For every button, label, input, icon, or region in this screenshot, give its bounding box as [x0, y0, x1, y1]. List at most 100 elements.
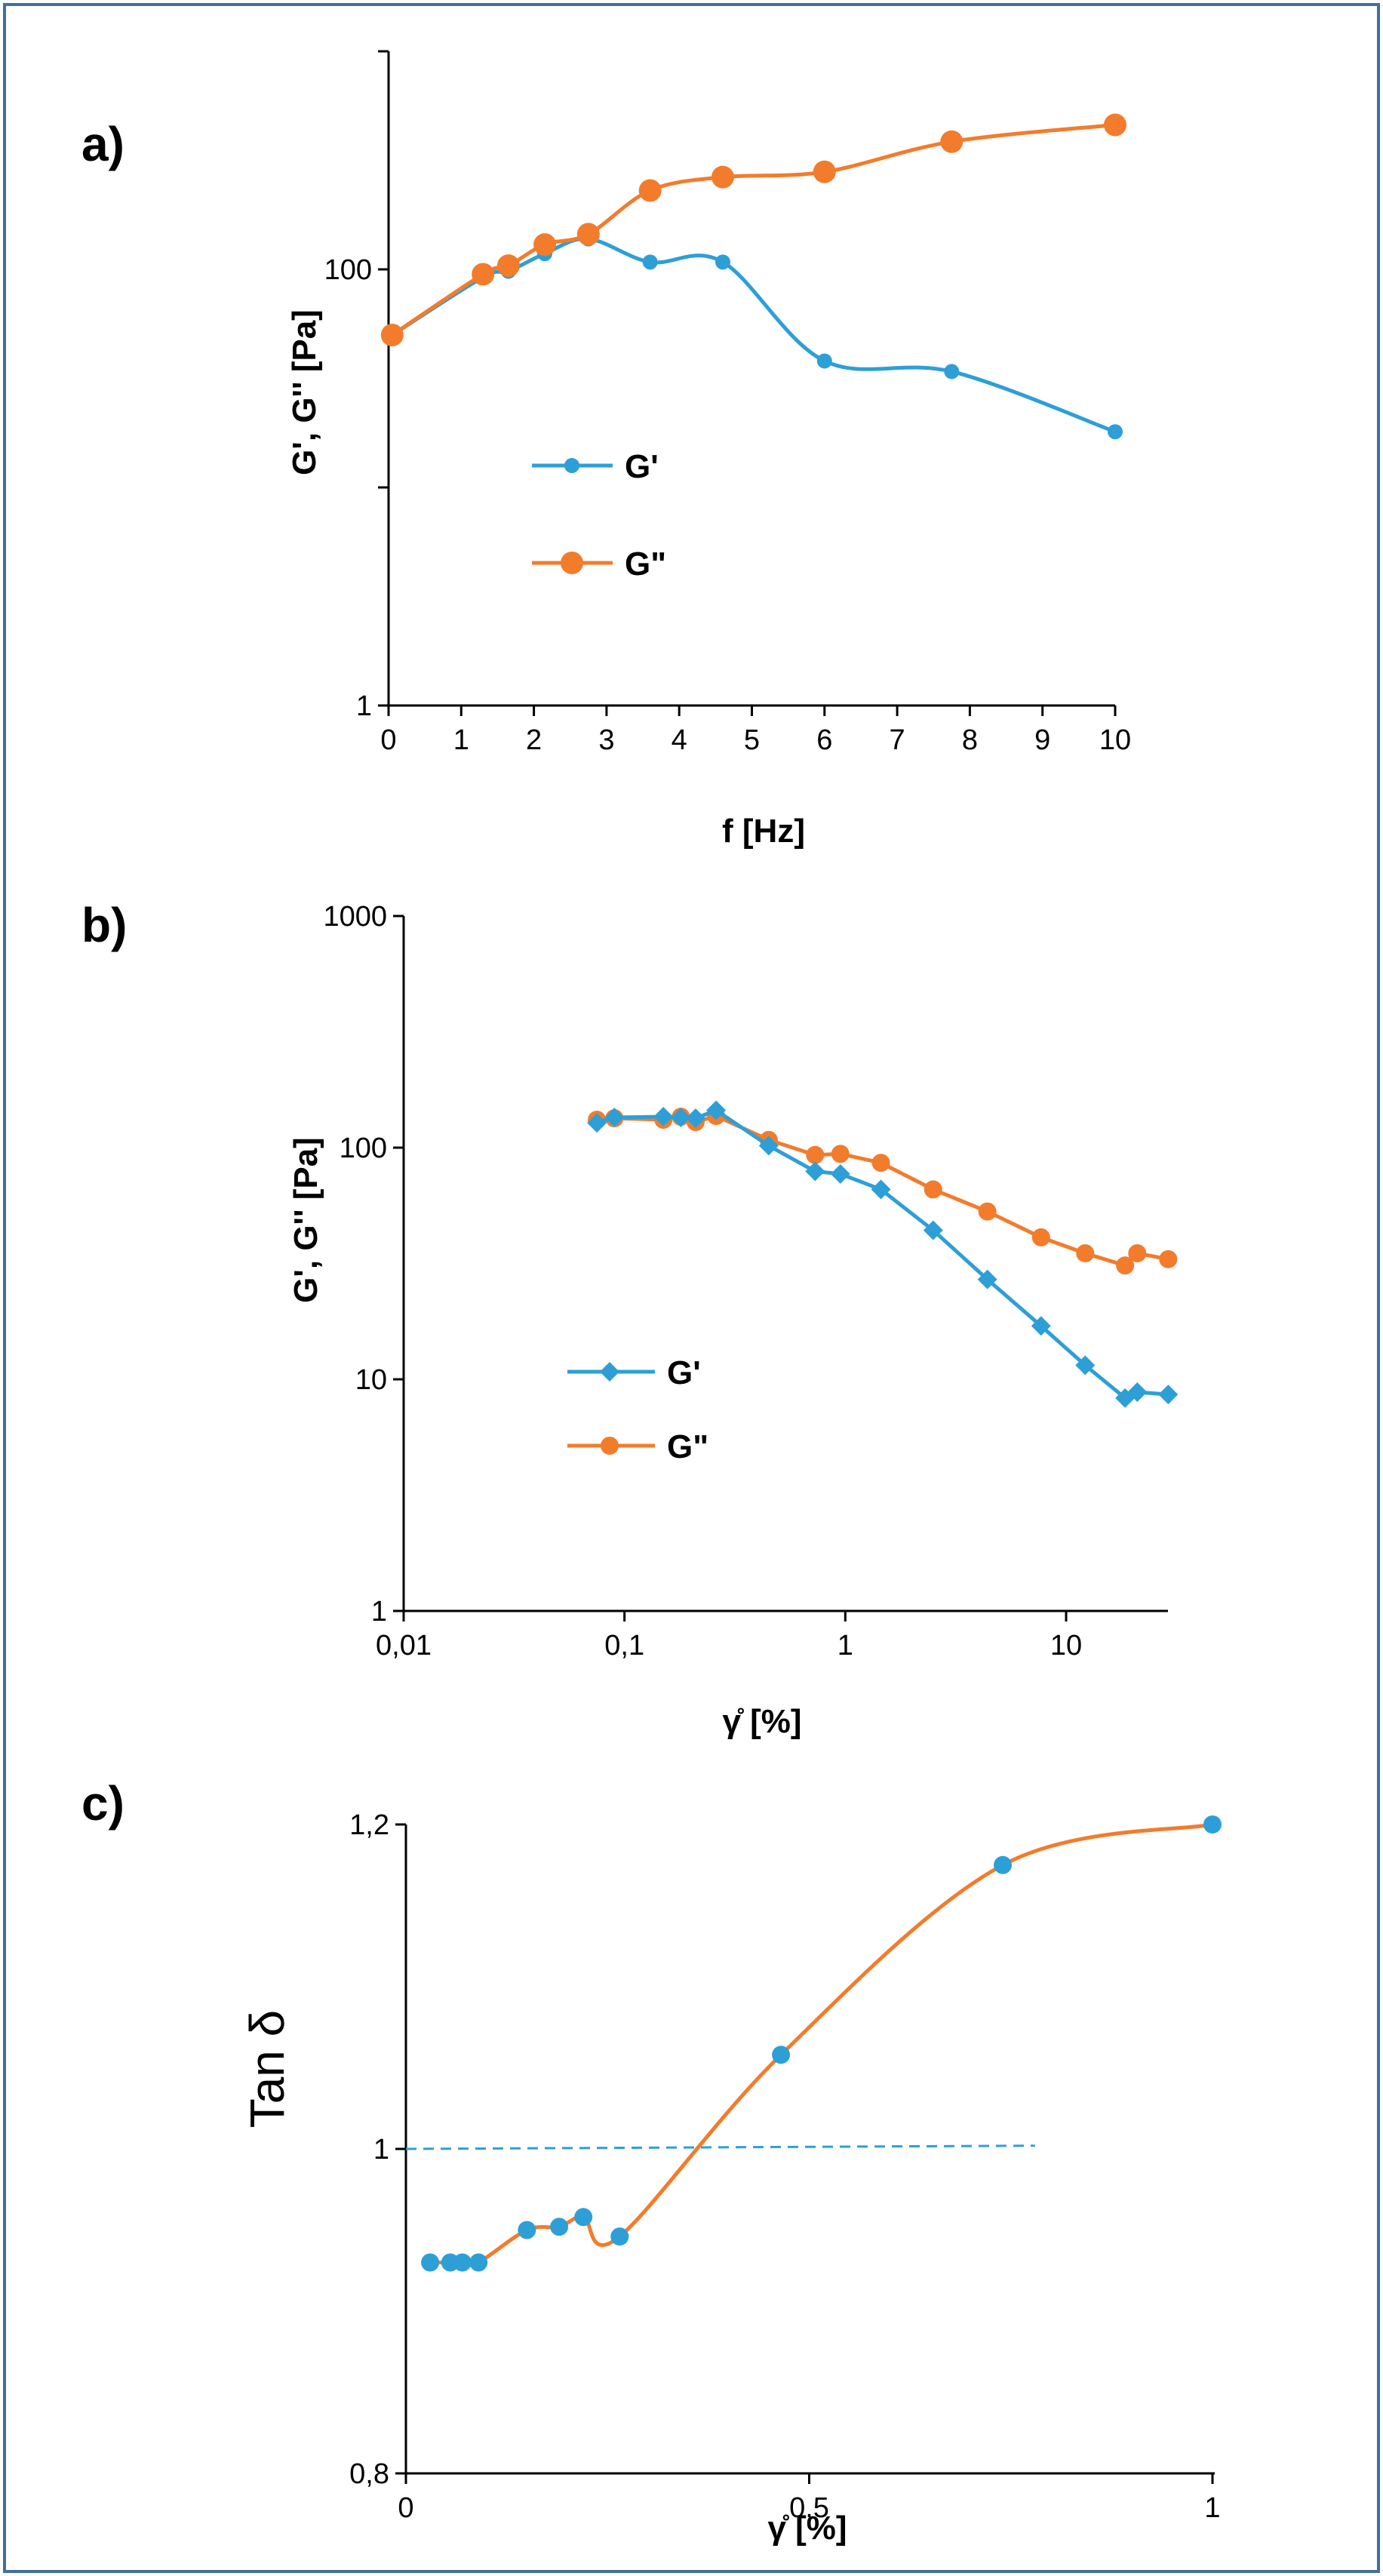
panel-b-series-0-point	[706, 1100, 727, 1120]
panel-c-series-0-point	[453, 2253, 472, 2272]
panel-a-legend-0-marker	[564, 458, 579, 473]
panel-c-label: c)	[81, 1776, 124, 1831]
panel-a-series-1-point	[940, 130, 963, 153]
panel-b-series-1-point	[1031, 1228, 1050, 1247]
panel-c-series-0-point	[469, 2253, 488, 2272]
panel-b-series-0-point	[1031, 1316, 1051, 1336]
panel-b-series-0-point	[830, 1164, 850, 1184]
panel-a-series-0-point	[715, 254, 730, 270]
panel-a-series-1-point	[638, 179, 662, 202]
panel-c-series-0-point	[772, 2046, 791, 2064]
panel-a-y-tick-label: 100	[324, 254, 372, 286]
panel-c-series-0-point	[421, 2253, 440, 2272]
panel-a-x-tick-label: 10	[1099, 724, 1131, 756]
panel-a-series-1-point	[711, 165, 734, 189]
panel-b-y-tick-label: 100	[340, 1133, 387, 1164]
panel-a-series-1-point	[1104, 113, 1126, 137]
figure-frame	[3, 3, 1380, 2573]
panel-a-x-tick-label: 3	[598, 724, 614, 756]
panel-a-series-1-point	[813, 160, 836, 183]
panel-c-reference-line	[405, 2144, 1035, 2150]
panel-a-series-1-point	[496, 254, 520, 278]
panel-c-y-tick-label: 0,8	[349, 2458, 389, 2490]
panel-c-x-tick-label: 1	[1204, 2492, 1220, 2524]
panel-b-series-0-point	[923, 1220, 943, 1240]
panel-b-x-tick-label: 1	[837, 1630, 853, 1661]
panel-a-x-tick-label: 9	[1034, 724, 1050, 756]
panel-b-legend-1-label: G"	[667, 1428, 708, 1465]
panel-c-y-tick-label: 1	[373, 2134, 389, 2166]
panel-b-series-1-point	[871, 1154, 890, 1173]
panel-b-legend-0-label: G'	[667, 1354, 701, 1391]
panel-a-x-tick-label: 4	[672, 724, 687, 756]
panel-a-x-tick-label: 8	[962, 724, 978, 756]
panel-b-series-0-point	[1127, 1382, 1148, 1403]
panel-b-series-1-point	[924, 1180, 942, 1199]
panel-a-xlabel: f [Hz]	[722, 813, 805, 850]
panel-b-series-1-point	[978, 1202, 997, 1221]
panel-a-series-1-point	[380, 323, 404, 346]
panel-b-series-1-point	[806, 1145, 825, 1164]
panel-a-legend-1-label: G"	[625, 546, 666, 583]
panel-c: c) Tan δ γ̊ [%] 0,8 1 1,2 0 0,5 1	[81, 1776, 1222, 2547]
panel-c-x-tick-label: 0	[398, 2492, 413, 2524]
panel-c-xlabel: γ̊ [%]	[767, 2510, 847, 2547]
panel-b-series-1-point	[1076, 1243, 1095, 1262]
panel-b-series-0-point	[805, 1161, 825, 1182]
panel-b-x-tick-label: 0,01	[376, 1630, 432, 1661]
panel-c-series-0-line	[430, 1822, 1213, 2267]
panel-c-x-tick-label: 0,5	[789, 2492, 829, 2524]
panel-c-series-0-point	[550, 2218, 569, 2236]
panel-b-series-1-point	[1128, 1243, 1147, 1262]
panel-a-series-1-point	[576, 223, 600, 246]
panel-b-series-1-point	[831, 1145, 850, 1164]
panel-a-ylabel: G', G'' [Pa]	[286, 309, 323, 475]
panel-b-y-tick-label: 10	[355, 1364, 387, 1396]
panel-c-ylabel: Tan δ	[240, 2010, 294, 2129]
panel-b-series-0-point	[604, 1107, 625, 1127]
panel-c-series-0-point	[994, 1855, 1013, 1874]
panel-a-series-0-point	[816, 353, 832, 369]
panel-b-label: b)	[81, 898, 127, 952]
panel-b-x-tick-label: 10	[1050, 1630, 1082, 1661]
panel-b: b) G', G'' [Pa] γ̊ [%] 1 10 100 1000 0,01 0,1…	[81, 898, 1179, 1740]
panel-b-series-0-point	[758, 1136, 779, 1156]
panel-a-y-tick-label: 1	[356, 690, 372, 722]
panel-a-x-tick-label: 5	[744, 724, 760, 756]
panel-c-y-tick-label: 1,2	[349, 1809, 389, 1841]
panel-b-y-tick-label: 1000	[323, 901, 387, 933]
panel-b-series-0-point	[685, 1108, 705, 1128]
panel-b-series-0-point	[1158, 1385, 1179, 1405]
panel-c-series-0-point	[1203, 1815, 1222, 1834]
panel-a-x-tick-label: 6	[816, 724, 832, 756]
panel-a-series-1-line	[391, 123, 1116, 337]
panel-b-x-tick-label: 0,1	[604, 1630, 644, 1661]
panel-b-series-1-point	[1116, 1256, 1135, 1275]
panel-b-xlabel: γ̊ [%]	[722, 1703, 801, 1740]
panel-b-series-0-point	[871, 1179, 891, 1200]
panel-b-y-tick-label: 1	[371, 1596, 387, 1628]
panel-b-series-0-point	[977, 1269, 997, 1290]
panel-a-x-tick-label: 2	[526, 724, 542, 756]
panel-b-series-0-point	[653, 1107, 674, 1127]
panel-b-series-0-point	[587, 1113, 607, 1133]
panel-b-ylabel: G', G'' [Pa]	[287, 1137, 324, 1303]
panel-c-series-0-point	[518, 2221, 536, 2239]
panel-a-label: a)	[81, 117, 124, 171]
panel-b-legend-1-marker	[601, 1437, 619, 1455]
panel-c-series-0-point	[610, 2227, 629, 2246]
panel-a-series-1-point	[533, 233, 557, 257]
panel-c-series-0-point	[574, 2208, 593, 2227]
panel-a-series-0-point	[944, 364, 960, 380]
panel-a-x-tick-label: 1	[453, 724, 469, 756]
panel-a-series-0-point	[1108, 424, 1123, 440]
panel-b-series-0-point	[671, 1107, 691, 1127]
panel-b-series-0-point	[1075, 1355, 1096, 1376]
panel-a-legend-1-marker	[561, 552, 583, 574]
panel-a-x-tick-label: 0	[380, 724, 396, 756]
panel-a-legend-0-label: G'	[625, 448, 659, 485]
panel-a-series-0-point	[642, 254, 658, 270]
panel-a-series-1-point	[472, 263, 495, 286]
